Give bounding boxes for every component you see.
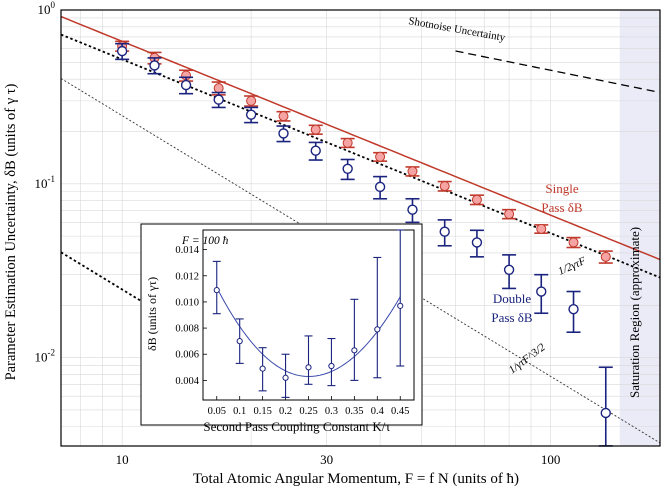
inset-y-tick-label: 0.006	[175, 350, 199, 361]
data-point	[471, 194, 482, 205]
inset-data-point	[259, 365, 266, 372]
inset-plot-area: 0.05 0.1 0.15 0.2 0.25 0.3 0.35 0.4 0.45 0.004 0.0…	[175, 229, 415, 417]
data-point	[439, 181, 450, 192]
double-pass-label-1: Double	[493, 291, 532, 306]
inset-x-axis-label: Second Pass Coupling Constant K/τ	[203, 419, 390, 434]
data-point	[342, 163, 353, 174]
inset-data-point	[236, 338, 243, 345]
inset-y-tick-label: 0.012	[175, 271, 199, 282]
y-tick-label: 100	[38, 0, 56, 17]
half-inverse-F-label: 1/2γτF	[556, 255, 588, 278]
data-point	[503, 264, 515, 276]
main-y-axis-label: Parameter Estimation Uncertainty, δB (un…	[3, 83, 19, 380]
data-point	[180, 79, 192, 91]
inset-background	[140, 223, 423, 426]
main-series	[115, 40, 613, 447]
inset-data-point	[328, 362, 335, 370]
data-point	[600, 407, 611, 419]
data-point	[504, 209, 515, 220]
inverse-F-three-halves-line	[60, 78, 661, 444]
inset-x-tick-label: 0.05	[208, 406, 226, 417]
shotnoise-line	[455, 50, 661, 94]
double-pass-label-2: Pass δB	[491, 310, 532, 325]
data-point	[149, 60, 160, 71]
inset-x-tick-label: 0.35	[345, 406, 363, 417]
data-point	[600, 251, 611, 262]
data-point	[278, 111, 289, 122]
data-point	[245, 109, 257, 120]
inset-x-tick-label: 0.25	[299, 406, 317, 417]
inset-data-point	[374, 326, 381, 333]
data-point	[407, 204, 418, 215]
data-point	[246, 95, 257, 106]
saturation-region-label: Saturation Region (approximate)	[627, 227, 642, 398]
x-tick-label: 10	[116, 452, 129, 467]
shotnoise-label: Shotnoise Uncertainty	[407, 15, 506, 44]
double-pass-series	[115, 42, 613, 447]
data-point	[471, 237, 483, 248]
data-point	[374, 181, 386, 193]
inset-title: F = 100 ħ	[181, 235, 229, 247]
inset-data-point	[213, 287, 220, 294]
inset-x-tick-label: 0.15	[253, 406, 271, 417]
inset-data-point	[397, 302, 404, 309]
data-point	[568, 303, 579, 315]
inset-x-tick-label: 0.2	[279, 406, 292, 417]
x-tick-label: 100	[541, 452, 561, 467]
inset-y-axis-label: δB (units of γτ)	[145, 277, 159, 351]
single-pass-label-1: Single	[545, 181, 578, 196]
inset-y-tick-label: 0.014	[175, 245, 199, 256]
data-point	[310, 124, 321, 135]
main-x-axis-label: Total Atomic Angular Momentum, F = f N (…	[193, 471, 519, 487]
data-point	[407, 166, 418, 177]
inset-y-tick-label: 0.004	[175, 376, 199, 387]
data-point	[568, 237, 579, 248]
y-tick-label: 10-2	[35, 348, 56, 365]
inset-y-tick-label: 0.010	[175, 297, 199, 308]
single-pass-label-2: Pass δB	[541, 200, 582, 215]
inset-data-point	[305, 364, 312, 371]
main-plot-frame	[60, 9, 661, 447]
data-point	[536, 223, 547, 234]
inset-x-tick-label: 0.4	[371, 406, 385, 417]
single-pass-fit-line	[60, 15, 661, 261]
y-tick-label: 10-1	[35, 174, 56, 191]
inset-x-tick-label: 0.1	[233, 406, 246, 417]
data-point	[375, 151, 386, 162]
data-point	[342, 137, 353, 148]
data-point	[536, 286, 547, 297]
inset-data-point	[282, 374, 289, 381]
inset-data-point	[351, 347, 358, 354]
data-point	[213, 83, 224, 94]
data-point	[278, 128, 289, 139]
inset-x-tick-label: 0.3	[325, 406, 338, 417]
inverse-F-three-halves-label: 1/γτF^3/2	[507, 341, 548, 376]
data-point	[116, 45, 128, 57]
data-point	[310, 145, 321, 156]
saturation-region	[619, 10, 660, 446]
inset-y-tick-label: 0.008	[175, 324, 199, 335]
data-point	[439, 226, 450, 237]
inset-chart: 0.05 0.1 0.15 0.2 0.25 0.3 0.35 0.4 0.45 0.004 0.0…	[140, 223, 423, 434]
x-tick-label: 30	[320, 452, 333, 467]
data-point	[213, 94, 224, 105]
inset-x-tick-label: 0.45	[391, 406, 409, 417]
main-axis-ticks: 10 30 100 100 10-1 10-2	[35, 0, 561, 467]
